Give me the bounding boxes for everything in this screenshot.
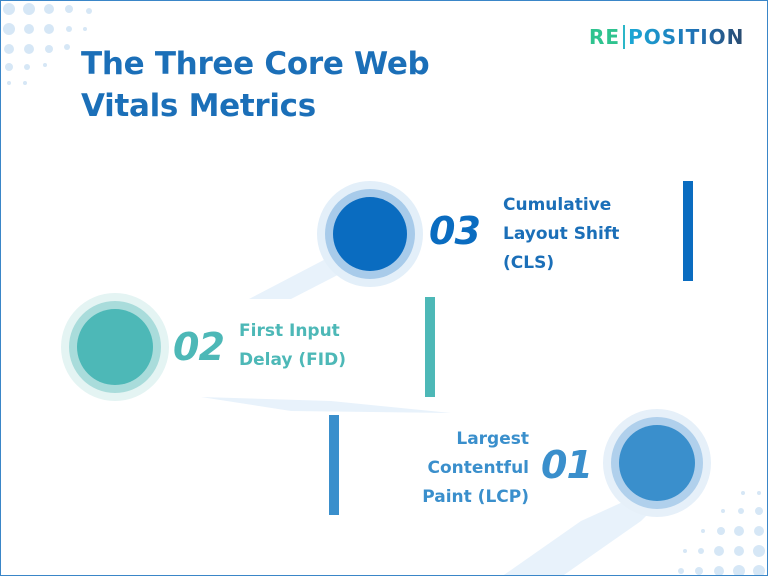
dot-pattern-bottom-right [678,491,765,575]
label-line: Delay (FID) [239,350,347,370]
metric-number: 03 [429,209,481,253]
circle-core [333,197,407,271]
label-line: First Input [239,321,340,341]
metric-number: 02 [173,325,225,369]
metric-label: First Input Delay (FID) [239,317,346,375]
logo-position: POSITION [628,25,745,49]
stripe-2 [201,397,451,413]
accent-bar [425,297,435,397]
page-title: The Three Core Web Vitals Metrics [81,43,430,127]
accent-bar [683,181,693,281]
logo: RE POSITION [589,25,744,49]
title-line-1: The Three Core Web [81,46,430,82]
dot-pattern-top-left [3,3,92,85]
label-line: Cumulative [503,195,612,215]
label-line: Largest [456,429,529,449]
logo-re: RE [589,25,621,49]
label-line: Paint (LCP) [422,487,529,507]
circle-core [619,425,695,501]
accent-bar [329,415,339,515]
circle-core [77,309,153,385]
metric-number: 01 [541,443,593,487]
title-line-2: Vitals Metrics [81,88,316,124]
metric-label: Largest Contentful Paint (LCP) [397,425,529,512]
logo-divider [623,25,626,49]
label-line: Layout Shift [503,224,620,244]
label-line: Contentful [427,458,529,478]
metric-label: Cumulative Layout Shift (CLS) [503,191,619,278]
label-line: (CLS) [503,253,555,273]
